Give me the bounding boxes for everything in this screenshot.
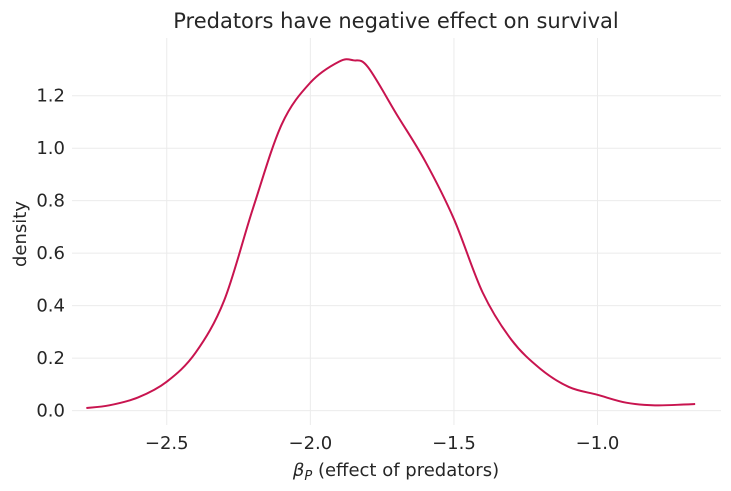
- y-axis-ticks: 0.0 0.2 0.4 0.6 0.8 1.0 1.2: [36, 86, 65, 422]
- y-tick-label: 0.8: [36, 191, 65, 212]
- x-tick-label: −1.5: [432, 433, 476, 454]
- y-axis-label: density: [10, 201, 31, 267]
- y-tick-label: 0.2: [36, 348, 65, 369]
- x-axis-label: βP (effect of predators): [292, 460, 499, 484]
- y-tick-label: 1.0: [36, 138, 65, 159]
- density-line: [86, 58, 696, 409]
- x-axis-label-text: (effect of predators): [312, 460, 499, 481]
- y-tick-label: 0.0: [36, 401, 65, 422]
- x-tick-label: −2.0: [288, 433, 332, 454]
- y-tick-label: 0.6: [36, 243, 65, 264]
- chart-title: Predators have negative effect on surviv…: [173, 9, 619, 33]
- x-axis-ticks: −2.5 −2.0 −1.5 −1.0: [145, 433, 619, 454]
- x-axis-label-symbol: β: [292, 460, 305, 481]
- x-tick-label: −2.5: [145, 433, 189, 454]
- y-tick-label: 1.2: [36, 86, 65, 107]
- x-tick-label: −1.0: [576, 433, 620, 454]
- plot-series: [86, 58, 696, 409]
- x-axis-label-subscript: P: [304, 469, 312, 484]
- grid-lines: [72, 38, 721, 425]
- y-tick-label: 0.4: [36, 296, 65, 317]
